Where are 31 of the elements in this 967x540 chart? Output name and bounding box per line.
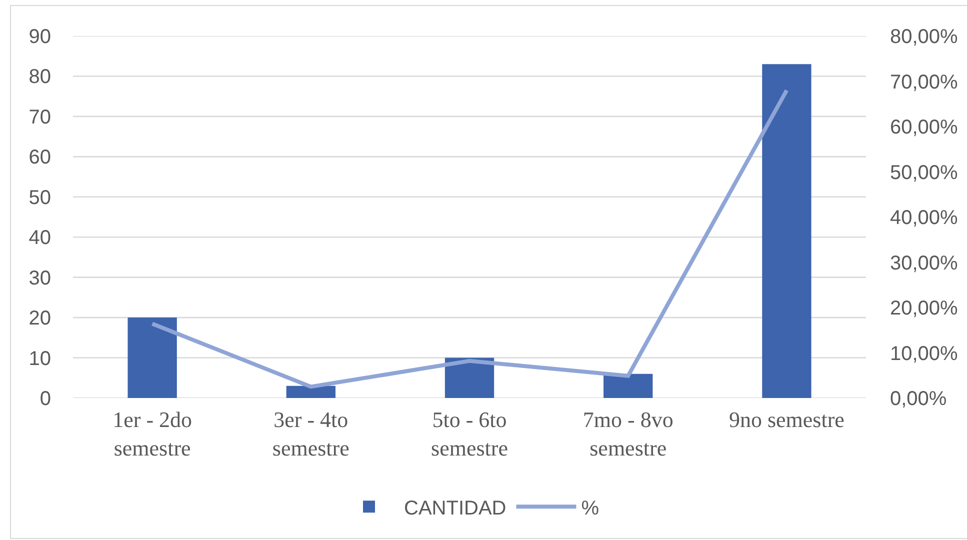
x-tick-label: 9no semestre (728, 407, 844, 432)
bar (762, 64, 812, 398)
legend-label: CANTIDAD (404, 497, 506, 520)
y2-tick-label: 80,00% (890, 26, 958, 48)
legend-label: % (581, 497, 600, 520)
y2-tick-label: 50,00% (890, 162, 958, 184)
y-tick-label: 10 (28, 348, 51, 370)
y2-tick-label: 60,00% (890, 116, 958, 138)
line-series (150, 88, 789, 389)
y-tick-label: 90 (28, 26, 51, 48)
y-tick-label: 30 (28, 267, 51, 290)
y-tick-label: 40 (28, 227, 51, 250)
x-tick-label: 7mo - 8vo semestre (582, 407, 674, 461)
bar (286, 386, 336, 398)
y-tick-label: 50 (28, 186, 51, 209)
y2-tick-label: 10,00% (890, 342, 958, 365)
bar (128, 318, 177, 398)
x-tick-label: 5to - 6to semestre (431, 407, 508, 461)
x-tick-label: 1er - 2do semestre (112, 407, 192, 461)
y2-tick-label: 20,00% (890, 298, 958, 320)
y2-tick-label: 40,00% (890, 207, 958, 229)
y2-tick-label: 70,00% (890, 71, 958, 94)
y2-tick-label: 30,00% (890, 252, 958, 274)
bar (604, 374, 653, 398)
y-tick-label: 0 (40, 388, 51, 410)
y-tick-label: 80 (28, 66, 51, 88)
y-tick-label: 70 (28, 106, 51, 128)
x-tick-label: 3er - 4to semestre (272, 407, 350, 461)
y-tick-label: 60 (28, 146, 51, 169)
y2-tick-label: 0,00% (890, 388, 947, 410)
y-tick-label: 20 (28, 308, 51, 330)
